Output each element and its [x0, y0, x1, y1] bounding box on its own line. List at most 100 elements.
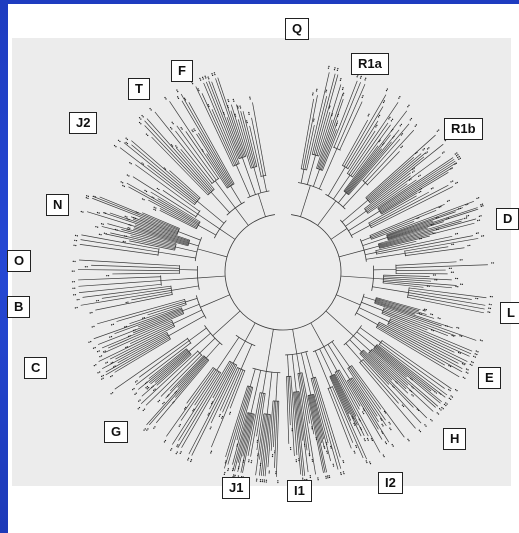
tree-leaf-mark: ••	[453, 387, 460, 394]
tree-arc	[297, 182, 323, 191]
tree-leaf-mark: ••	[204, 411, 211, 417]
tree-leaf-mark: ••	[103, 359, 109, 366]
tree-branch	[114, 338, 171, 373]
tree-leaf-mark: ••	[229, 473, 236, 478]
tree-leaf-mark: ••	[126, 225, 131, 232]
tree-branch	[210, 191, 230, 213]
tree-branch	[350, 366, 382, 410]
tree-branch	[307, 395, 324, 474]
tree-leaf-mark: ••	[418, 186, 424, 193]
tree-branch	[302, 95, 318, 170]
tree-leaf-mark: ••	[487, 306, 492, 313]
tree-leaf-mark: ••	[457, 206, 463, 213]
tree-arc	[259, 392, 266, 394]
clade-label-r1a: R1a	[351, 53, 389, 75]
tree-leaf-mark: ••	[411, 166, 418, 173]
tree-leaf-mark: ••	[437, 204, 443, 211]
tree-branch	[201, 93, 236, 166]
tree-branch	[275, 372, 278, 402]
tree-leaf-mark: ••	[340, 86, 347, 91]
clade-label-i2: I2	[378, 472, 403, 494]
tree-branch	[369, 143, 444, 203]
tree-leaf-mark: ••	[437, 406, 444, 413]
tree-leaf-mark: ••	[272, 471, 278, 475]
tree-leaf-mark: ••	[208, 400, 215, 406]
tree-branch	[387, 208, 479, 239]
tree-leaf-mark: ••	[226, 98, 233, 103]
tree-leaf-mark: ••	[384, 87, 391, 93]
tree-leaf-mark: ••	[176, 422, 183, 428]
tree-leaf-mark: ••	[108, 372, 114, 379]
tree-arc	[382, 274, 385, 284]
tree-branch	[373, 277, 384, 280]
tree-branch	[383, 308, 456, 337]
tree-leaf-mark: ••	[169, 142, 176, 149]
tree-branch	[361, 237, 371, 242]
tree-branch	[395, 261, 457, 266]
tree-leaf-mark: ••	[257, 462, 263, 466]
tree-branch	[380, 342, 445, 389]
tree-branch	[219, 228, 236, 240]
tree-branch	[105, 337, 170, 376]
tree-leaf-mark: ••	[451, 242, 456, 248]
tree-leaf-mark: ••	[167, 446, 174, 452]
tree-leaf-mark: ••	[175, 94, 182, 100]
tree-leaf-mark: ••	[132, 214, 138, 221]
tree-leaf-mark: ••	[74, 232, 79, 239]
tree-leaf-mark: ••	[432, 390, 439, 397]
tree-branch	[115, 332, 167, 360]
clade-label-n: N	[46, 194, 70, 216]
tree-branch	[365, 252, 406, 260]
tree-leaf-mark: ••	[460, 361, 466, 368]
tree-leaf-mark: ••	[454, 180, 460, 187]
tree-branch	[109, 212, 190, 241]
tree-branch	[109, 326, 175, 360]
tree-branch	[159, 210, 197, 229]
tree-branch	[332, 386, 364, 459]
tree-leaf-mark: ••	[363, 76, 370, 82]
tree-branch	[262, 414, 270, 477]
tree-branch	[257, 193, 266, 217]
tree-leaf-mark: ••	[253, 478, 259, 483]
tree-branch	[319, 348, 333, 376]
tree-leaf-mark: ••	[234, 474, 241, 479]
tree-leaf-mark: ••	[489, 294, 493, 300]
tree-leaf-mark: ••	[176, 449, 183, 455]
tree-branch	[297, 391, 309, 473]
tree-branch	[347, 130, 376, 174]
tree-leaf-mark: ••	[432, 231, 437, 238]
tree-leaf-mark: ••	[173, 143, 180, 150]
tree-branch	[313, 169, 320, 187]
tree-branch	[296, 353, 301, 374]
tree-arc	[235, 334, 256, 347]
tree-branch	[359, 353, 390, 385]
tree-branch	[347, 368, 387, 427]
tree-leaf-mark: ••	[379, 422, 386, 428]
tree-branch	[235, 164, 251, 197]
tree-leaf-mark: ••	[389, 117, 396, 124]
tree-leaf-mark: ••	[122, 238, 127, 245]
tree-branch	[197, 275, 226, 279]
tree-leaf-mark: ••	[200, 75, 207, 81]
tree-leaf-mark: ••	[360, 94, 367, 100]
tree-branch	[191, 364, 238, 456]
tree-branch	[345, 106, 384, 168]
tree-branch	[102, 333, 168, 369]
tree-leaf-mark: ••	[455, 325, 460, 332]
tree-leaf-mark: ••	[446, 198, 452, 205]
tree-arc	[381, 307, 385, 314]
tree-branch	[387, 207, 478, 238]
tree-leaf-mark: ••	[337, 471, 344, 476]
tree-leaf-mark: ••	[451, 270, 455, 276]
tree-leaf-mark: ••	[360, 407, 367, 413]
tree-leaf-mark: ••	[127, 159, 134, 166]
tree-leaf-mark: ••	[148, 105, 155, 112]
tree-leaf-mark: ••	[458, 333, 464, 340]
tree-leaf-mark: ••	[386, 115, 393, 122]
tree-branch	[231, 104, 252, 169]
tree-branch	[383, 279, 457, 286]
tree-branch	[370, 184, 449, 227]
tree-leaf-mark: ••	[361, 437, 368, 443]
tree-leaf-mark: ••	[486, 310, 491, 317]
tree-branch	[378, 160, 456, 211]
